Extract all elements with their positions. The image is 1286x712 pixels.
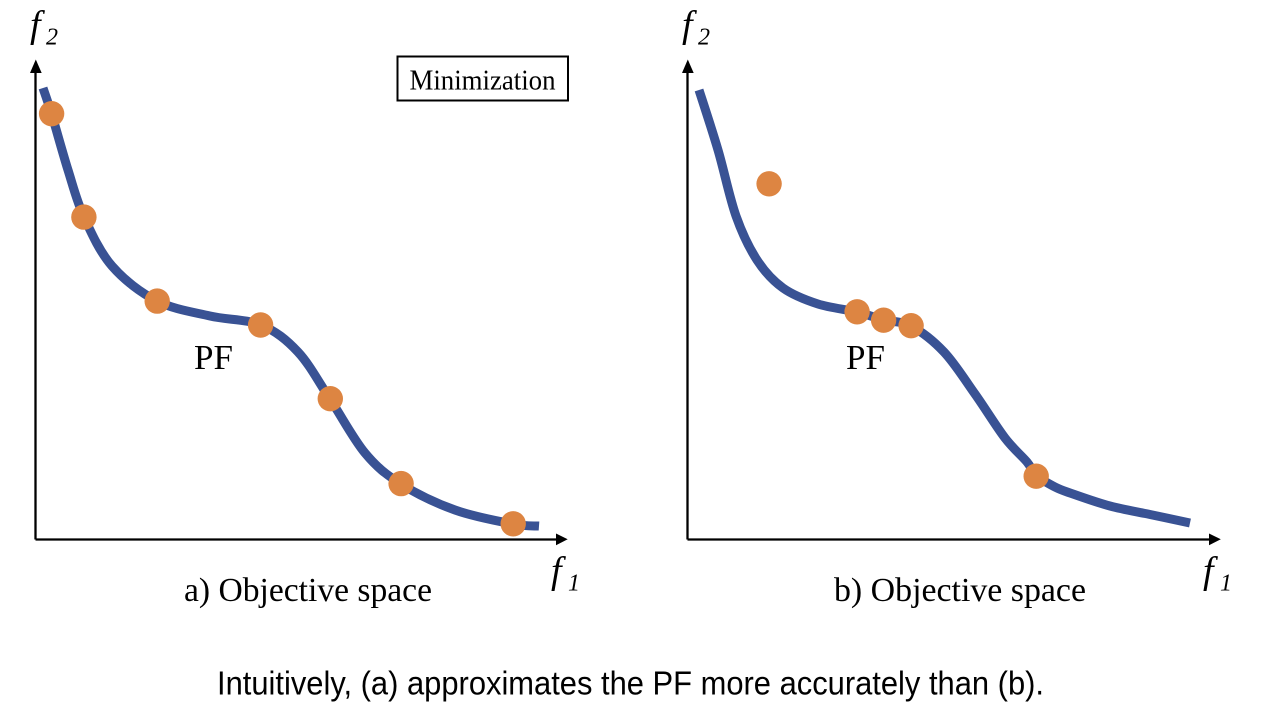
svg-text:2: 2: [46, 25, 58, 51]
svg-text:f: f: [551, 550, 566, 592]
svg-text:1: 1: [1220, 571, 1232, 597]
svg-text:f: f: [30, 4, 45, 46]
svg-text:Minimization: Minimization: [410, 66, 556, 97]
svg-text:f: f: [682, 4, 697, 46]
svg-text:PF: PF: [846, 338, 885, 377]
svg-text:2: 2: [698, 25, 710, 51]
svg-text:b) Objective space: b) Objective space: [834, 572, 1086, 609]
svg-text:PF: PF: [194, 338, 233, 377]
svg-text:a) Objective space: a) Objective space: [184, 572, 432, 609]
svg-text:Intuitively, (a) approximates: Intuitively, (a) approximates the PF mor…: [217, 665, 1044, 702]
svg-text:1: 1: [568, 571, 580, 597]
svg-text:f: f: [1203, 550, 1218, 592]
